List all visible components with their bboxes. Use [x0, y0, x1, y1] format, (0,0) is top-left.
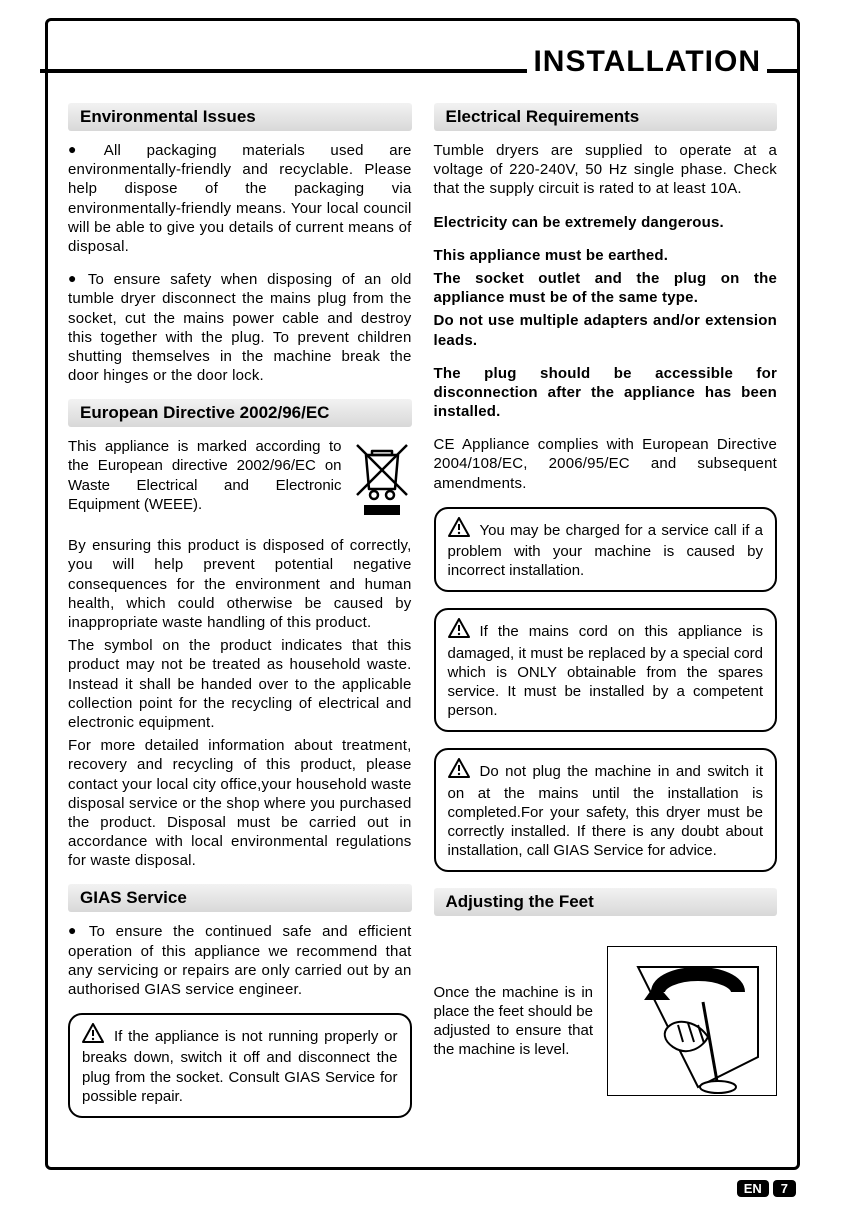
elec-para-1: Tumble dryers are supplied to operate at…: [434, 141, 778, 199]
weee-row: This appliance is marked according to th…: [68, 437, 412, 522]
warning-text-1: You may be charged for a service call if…: [448, 522, 764, 579]
warning-icon: [448, 758, 470, 783]
page-title: INSTALLATION: [527, 45, 767, 79]
eu-para-4: For more detailed information about trea…: [68, 736, 412, 870]
gias-warning-text: If the appliance is not running properly…: [82, 1028, 398, 1105]
header-feet: Adjusting the Feet: [434, 888, 778, 916]
env-para-1: All packaging materials used are environ…: [68, 141, 412, 256]
header-electrical: Electrical Requirements: [434, 103, 778, 131]
gias-warning-box: If the appliance is not running properly…: [68, 1013, 412, 1118]
page-number: EN 7: [737, 1180, 796, 1197]
header-eu-directive: European Directive 2002/96/EC: [68, 399, 412, 427]
header-environmental: Environmental Issues: [68, 103, 412, 131]
elec-para-2: CE Appliance complies with European Dire…: [434, 435, 778, 493]
warning-box-2: If the mains cord on this appliance is d…: [434, 608, 778, 732]
left-column: Environmental Issues All packaging mater…: [68, 103, 412, 1147]
page-lang: EN: [737, 1180, 769, 1197]
right-column: Electrical Requirements Tumble dryers ar…: [434, 103, 778, 1147]
page-num: 7: [773, 1180, 796, 1197]
elec-bold-5: The plug should be accessible for discon…: [434, 364, 778, 422]
warning-icon: [82, 1023, 104, 1048]
elec-bold-3: The socket outlet and the plug on the ap…: [434, 269, 778, 307]
elec-bold-2: This appliance must be earthed.: [434, 246, 778, 265]
warning-icon: [448, 517, 470, 542]
feet-illustration: [607, 946, 777, 1096]
warning-box-1: You may be charged for a service call if…: [434, 507, 778, 593]
weee-icon: [352, 437, 412, 522]
env-para-2: To ensure safety when disposing of an ol…: [68, 270, 412, 385]
warning-box-3: Do not plug the machine in and switch it…: [434, 748, 778, 872]
eu-para-1: This appliance is marked according to th…: [68, 437, 342, 514]
feet-text: Once the machine is in place the feet sh…: [434, 983, 594, 1060]
warning-text-3: Do not plug the machine in and switch it…: [448, 763, 764, 859]
page-frame: INSTALLATION Environmental Issues All pa…: [45, 18, 800, 1170]
content-area: Environmental Issues All packaging mater…: [68, 103, 777, 1147]
header-gias: GIAS Service: [68, 884, 412, 912]
eu-para-3: The symbol on the product indicates that…: [68, 636, 412, 732]
warning-icon: [448, 618, 470, 643]
eu-para-2: By ensuring this product is disposed of …: [68, 536, 412, 632]
warning-text-2: If the mains cord on this appliance is d…: [448, 623, 764, 719]
gias-para-1: To ensure the continued safe and efficie…: [68, 922, 412, 999]
elec-bold-1: Electricity can be extremely dangerous.: [434, 213, 778, 232]
elec-bold-4: Do not use multiple adapters and/or exte…: [434, 311, 778, 349]
feet-row: Once the machine is in place the feet sh…: [434, 946, 778, 1096]
